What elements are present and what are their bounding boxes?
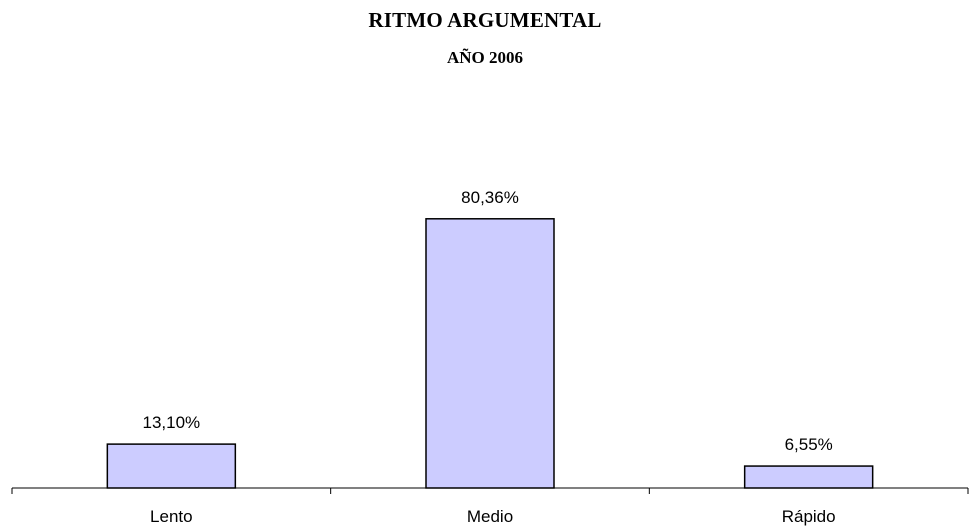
data-labels-layer: 13,10% 80,36% 6,55% (142, 188, 832, 454)
category-label: Medio (467, 507, 513, 526)
bars-layer (106, 218, 874, 489)
bar-rapido (743, 465, 874, 489)
data-label: 13,10% (142, 413, 200, 432)
bar-medio (425, 218, 555, 489)
category-labels-layer: Lento Medio Rápido (150, 507, 836, 526)
x-axis-ticks (11, 488, 969, 494)
data-label: 80,36% (461, 188, 519, 207)
bar-lento (106, 443, 237, 489)
category-label: Rápido (782, 507, 836, 526)
category-label: Lento (150, 507, 193, 526)
chart-title: RITMO ARGUMENTAL (368, 8, 602, 32)
chart-subtitle: AÑO 2006 (446, 48, 524, 67)
data-label: 6,55% (785, 435, 833, 454)
